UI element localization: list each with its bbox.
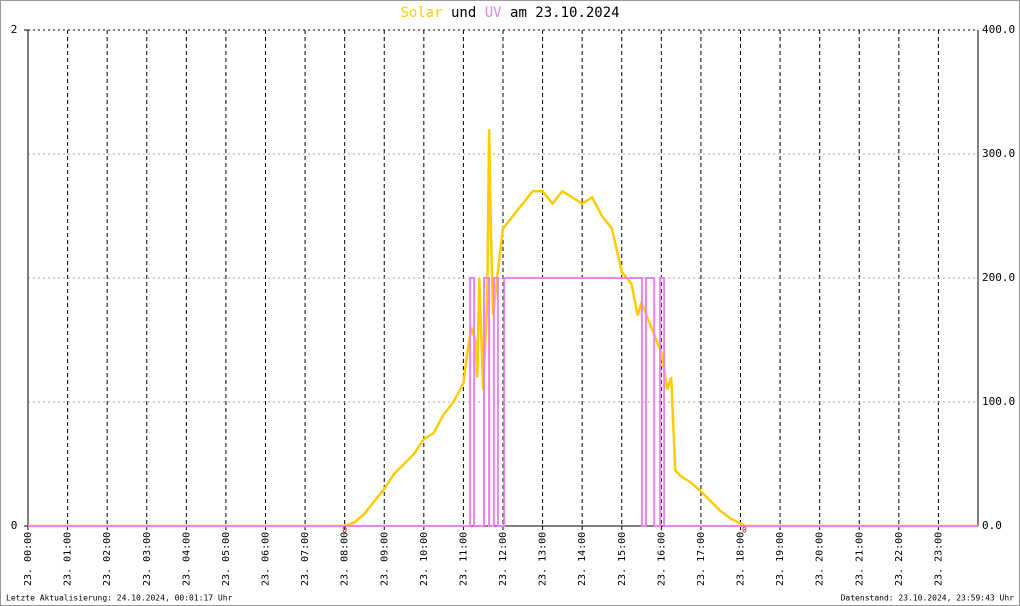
x-tick-label: 23. 13:00 (538, 532, 549, 586)
x-tick-label: 23. 02:00 (102, 532, 113, 586)
x-tick-label: 23. 09:00 (379, 532, 390, 586)
x-tick-label: 23. 22:00 (894, 532, 905, 586)
y2-tick-label: 300.0 (982, 147, 1015, 160)
title-uv: UV (485, 5, 502, 21)
x-tick-label: 23. 01:00 (63, 532, 74, 586)
series-line (28, 129, 978, 528)
title-date: am 23.10.2024 (510, 5, 620, 21)
x-tick-label: 23. 05:00 (221, 532, 232, 586)
footer-left: Letzte Aktualisierung: 24.10.2024, 00:01… (6, 594, 233, 603)
x-tick-label: 23. 12:00 (498, 532, 509, 586)
y2-tick-label: 400.0 (982, 23, 1015, 36)
x-tick-label: 23. 11:00 (458, 532, 469, 586)
x-tick-label: 23. 23:00 (933, 532, 944, 586)
x-tick-label: 23. 10:00 (419, 532, 430, 586)
y2-tick-label: 200.0 (982, 271, 1015, 284)
title-und: und (451, 5, 476, 21)
x-tick-label: 23. 19:00 (775, 532, 786, 586)
x-tick-label: 23. 08:00 (340, 532, 351, 586)
marker-label: 0 (342, 526, 347, 535)
x-tick-label: 23. 20:00 (815, 532, 826, 586)
x-tick-label: 23. 00:00 (23, 532, 34, 586)
title-solar: Solar (400, 5, 442, 21)
x-tick-label: 23. 21:00 (854, 532, 865, 586)
x-tick-label: 23. 18:00 (736, 532, 747, 586)
x-tick-label: 23. 15:00 (617, 532, 628, 586)
x-tick-label: 23. 04:00 (181, 532, 192, 586)
series-line (28, 277, 978, 527)
x-tick-label: 23. 16:00 (656, 532, 667, 586)
x-tick-label: 23. 03:00 (142, 532, 153, 586)
x-tick-label: 23. 07:00 (300, 532, 311, 586)
x-tick-label: 23. 06:00 (261, 532, 272, 586)
x-tick-label: 23. 17:00 (696, 532, 707, 586)
chart-title: Solar und UV am 23.10.2024 (400, 5, 619, 21)
marker-label: 0 (742, 526, 747, 535)
footer-right: Datenstand: 23.10.2024, 23:59:43 Uhr (841, 594, 1015, 603)
y-tick-label: 2 (11, 23, 18, 36)
y2-tick-label: 0.0 (982, 519, 1002, 532)
y-tick-label: 0 (11, 519, 18, 532)
x-tick-label: 23. 14:00 (577, 532, 588, 586)
y2-tick-label: 100.0 (982, 395, 1015, 408)
